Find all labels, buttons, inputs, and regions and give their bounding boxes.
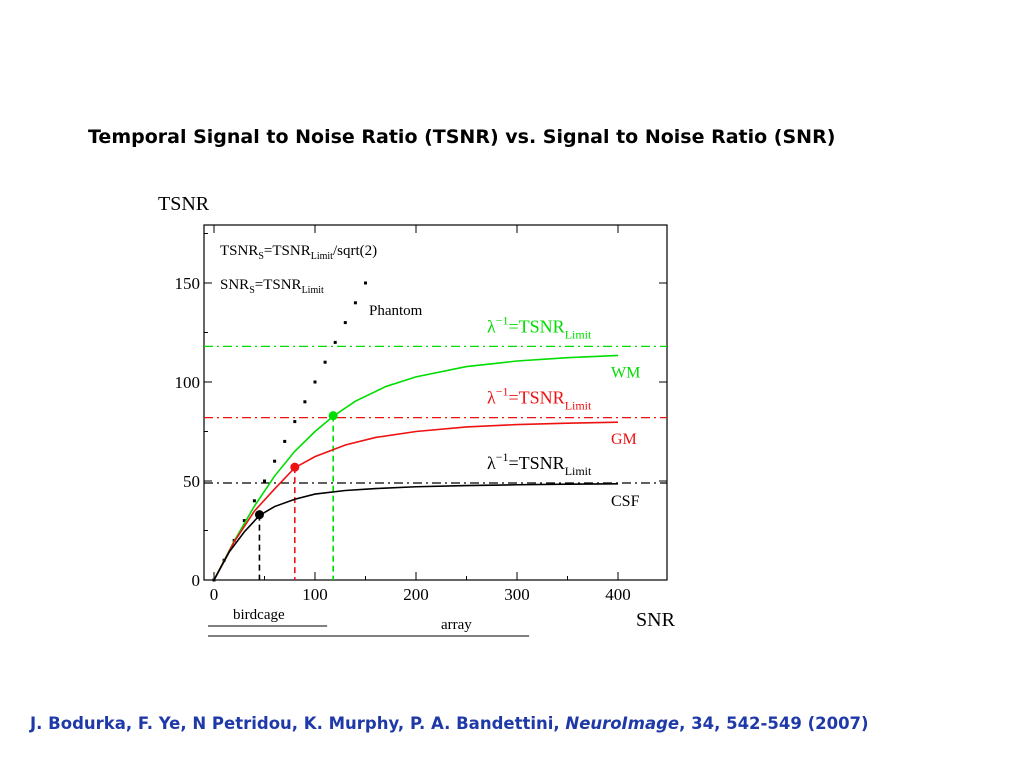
limit-label-csf: λ−1=TSNRLimit [487,450,592,478]
plot-area: 0 100 200 300 400 0 50 100 150 WM λ−1=TSNRLimit GM λ… [175,224,668,637]
citation-journal: NeuroImage [565,714,680,733]
series-label-wm: WM [611,364,640,381]
x-tick-label: 0 [210,585,219,604]
slide-title: Temporal Signal to Noise Ratio (TSNR) vs… [88,126,836,148]
y-tick-label: 0 [192,571,201,590]
citation: J. Bodurka, F. Ye, N Petridou, K. Murphy… [30,714,1010,733]
phantom-point [313,380,317,384]
citation-authors: J. Bodurka, F. Ye, N Petridou, K. Murphy… [30,714,566,733]
phantom-point [252,499,256,503]
x-tick-label: 400 [605,585,631,604]
phantom-point [273,459,277,463]
range-label-array: array [441,617,472,633]
phantom-point [303,400,307,404]
legend-snr-s: SNRS=TSNRLimit [220,277,324,296]
legend-tsnr-s: TSNRS=TSNRLimit/sqrt(2) [220,243,377,262]
phantom-point [333,340,337,344]
phantom-point [263,479,266,483]
phantom-point [364,281,367,285]
marker-point-csf [254,510,264,520]
phantom-point [323,360,327,364]
marker-point-wm [328,411,338,421]
series-label-csf: CSF [611,493,640,510]
series-line-csf [213,482,619,581]
phantom-point [353,301,357,305]
range-label-birdcage: birdcage [233,607,285,623]
series-label-gm: GM [611,431,637,448]
y-tick-label: 50 [183,472,200,491]
phantom-point [343,321,347,325]
y-tick-label: 150 [175,274,201,293]
x-tick-label: 300 [504,585,530,604]
limit-label-wm: λ−1=TSNRLimit [487,313,592,341]
plot-frame [203,224,668,581]
phantom-point [283,439,287,443]
x-tick-label: 200 [403,585,429,604]
series-line-gm [213,421,619,581]
citation-details: , 34, 542-549 (2007) [679,714,869,733]
series-line-wm [213,354,619,581]
x-axis-label: SNR [636,609,676,631]
phantom-point [293,420,297,424]
x-tick-label: 100 [302,585,328,604]
limit-label-gm: λ−1=TSNRLimit [487,385,592,413]
y-tick-label: 100 [175,373,201,392]
y-axis-label: TSNR [158,193,210,215]
phantom-label: Phantom [369,303,423,319]
marker-point-gm [290,462,300,472]
phantom-point [242,519,246,523]
